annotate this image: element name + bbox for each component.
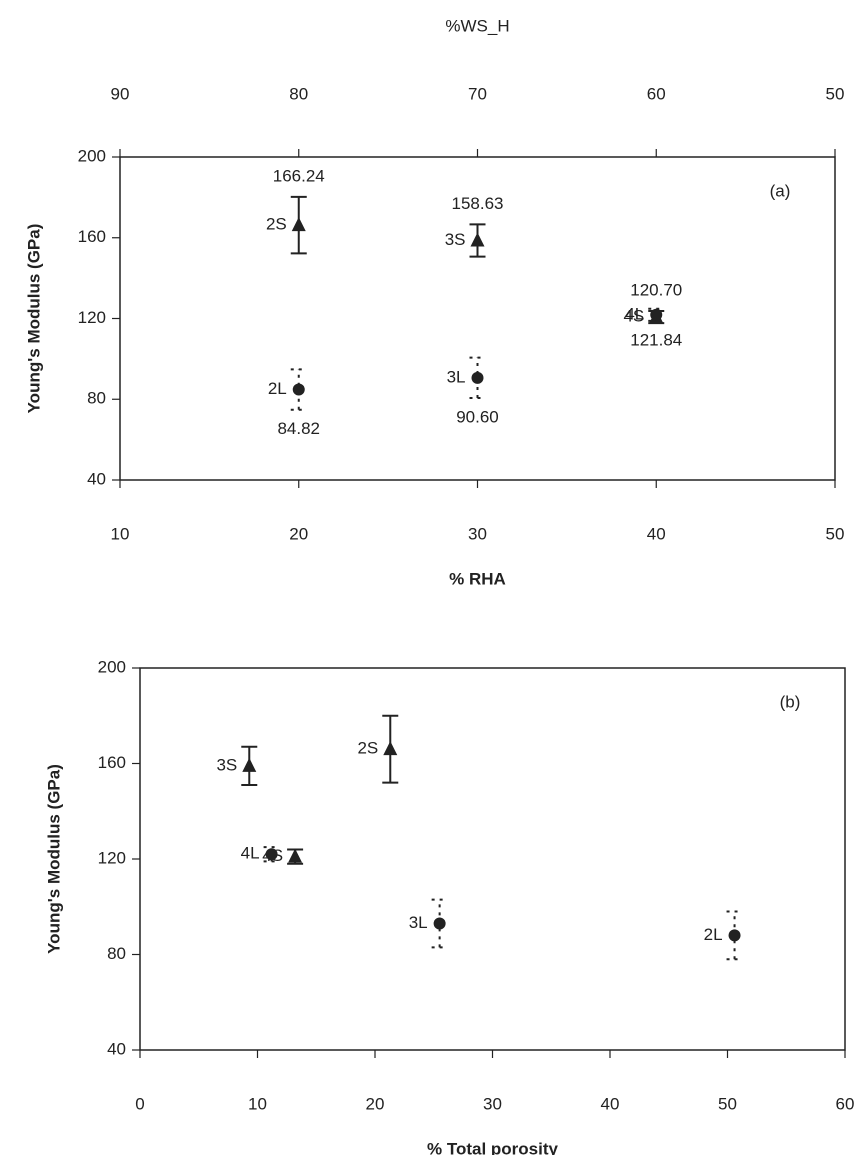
value-label: 90.60 [456,408,499,427]
point-label: 4L [625,304,644,323]
value-label: 120.70 [630,281,682,300]
y-tick-label: 160 [78,227,106,246]
point-label: 3S [216,755,237,774]
x-tick-label: 10 [111,524,130,543]
x2-tick-label: 60 [647,84,666,103]
y-tick-label: 40 [87,469,106,488]
circle-marker [266,848,278,860]
y-tick-label: 40 [107,1039,126,1058]
triangle-marker [292,217,306,231]
x-tick-label: 30 [483,1094,502,1113]
circle-marker [650,309,662,321]
point-label: 3S [445,230,466,249]
triangle-marker [471,233,485,247]
x-tick-label: 20 [366,1094,385,1113]
point-label: 4L [241,844,260,863]
x-tick-label: 50 [826,524,845,543]
panel-label: (a) [770,181,791,200]
x-tick-label: 30 [468,524,487,543]
triangle-marker [242,758,256,772]
x-axis-title: % RHA [449,569,506,588]
panel-label: (b) [780,692,801,711]
y-axis-title: Young's Modulus (GPa) [44,764,63,954]
point-label: 2S [357,739,378,758]
y-tick-label: 80 [87,389,106,408]
y-tick-label: 160 [98,753,126,772]
point-label: 2L [704,925,723,944]
y-tick-label: 200 [98,657,126,676]
triangle-marker [288,849,302,863]
x-tick-label: 40 [647,524,666,543]
point-label: 3L [447,367,466,386]
x2-tick-label: 80 [289,84,308,103]
value-label: 121.84 [630,330,682,349]
x2-tick-label: 70 [468,84,487,103]
circle-marker [472,372,484,384]
y-tick-label: 80 [107,944,126,963]
x-tick-label: 0 [135,1094,144,1113]
y-tick-label: 120 [78,308,106,327]
value-label: 166.24 [273,166,325,185]
value-label: 84.82 [277,419,320,438]
y-axis-title: Young's Modulus (GPa) [24,224,43,414]
y-tick-label: 120 [98,848,126,867]
x2-tick-label: 90 [111,84,130,103]
value-label: 158.63 [452,194,504,213]
point-label: 2S [266,215,287,234]
x2-axis-title: %WS_H [445,16,509,35]
y-tick-label: 200 [78,146,106,165]
x-tick-label: 60 [836,1094,855,1113]
point-label: 3L [409,913,428,932]
x-tick-label: 50 [718,1094,737,1113]
x-tick-label: 40 [601,1094,620,1113]
circle-marker [293,384,305,396]
x-tick-label: 10 [248,1094,267,1113]
circle-marker [729,929,741,941]
x2-tick-label: 50 [826,84,845,103]
point-label: 2L [268,379,287,398]
triangle-marker [383,741,397,755]
circle-marker [434,917,446,929]
x-tick-label: 20 [289,524,308,543]
x-axis-title: % Total porosity [427,1139,559,1155]
page: 408012016020010203040509080706050%WS_H% … [0,0,865,1155]
